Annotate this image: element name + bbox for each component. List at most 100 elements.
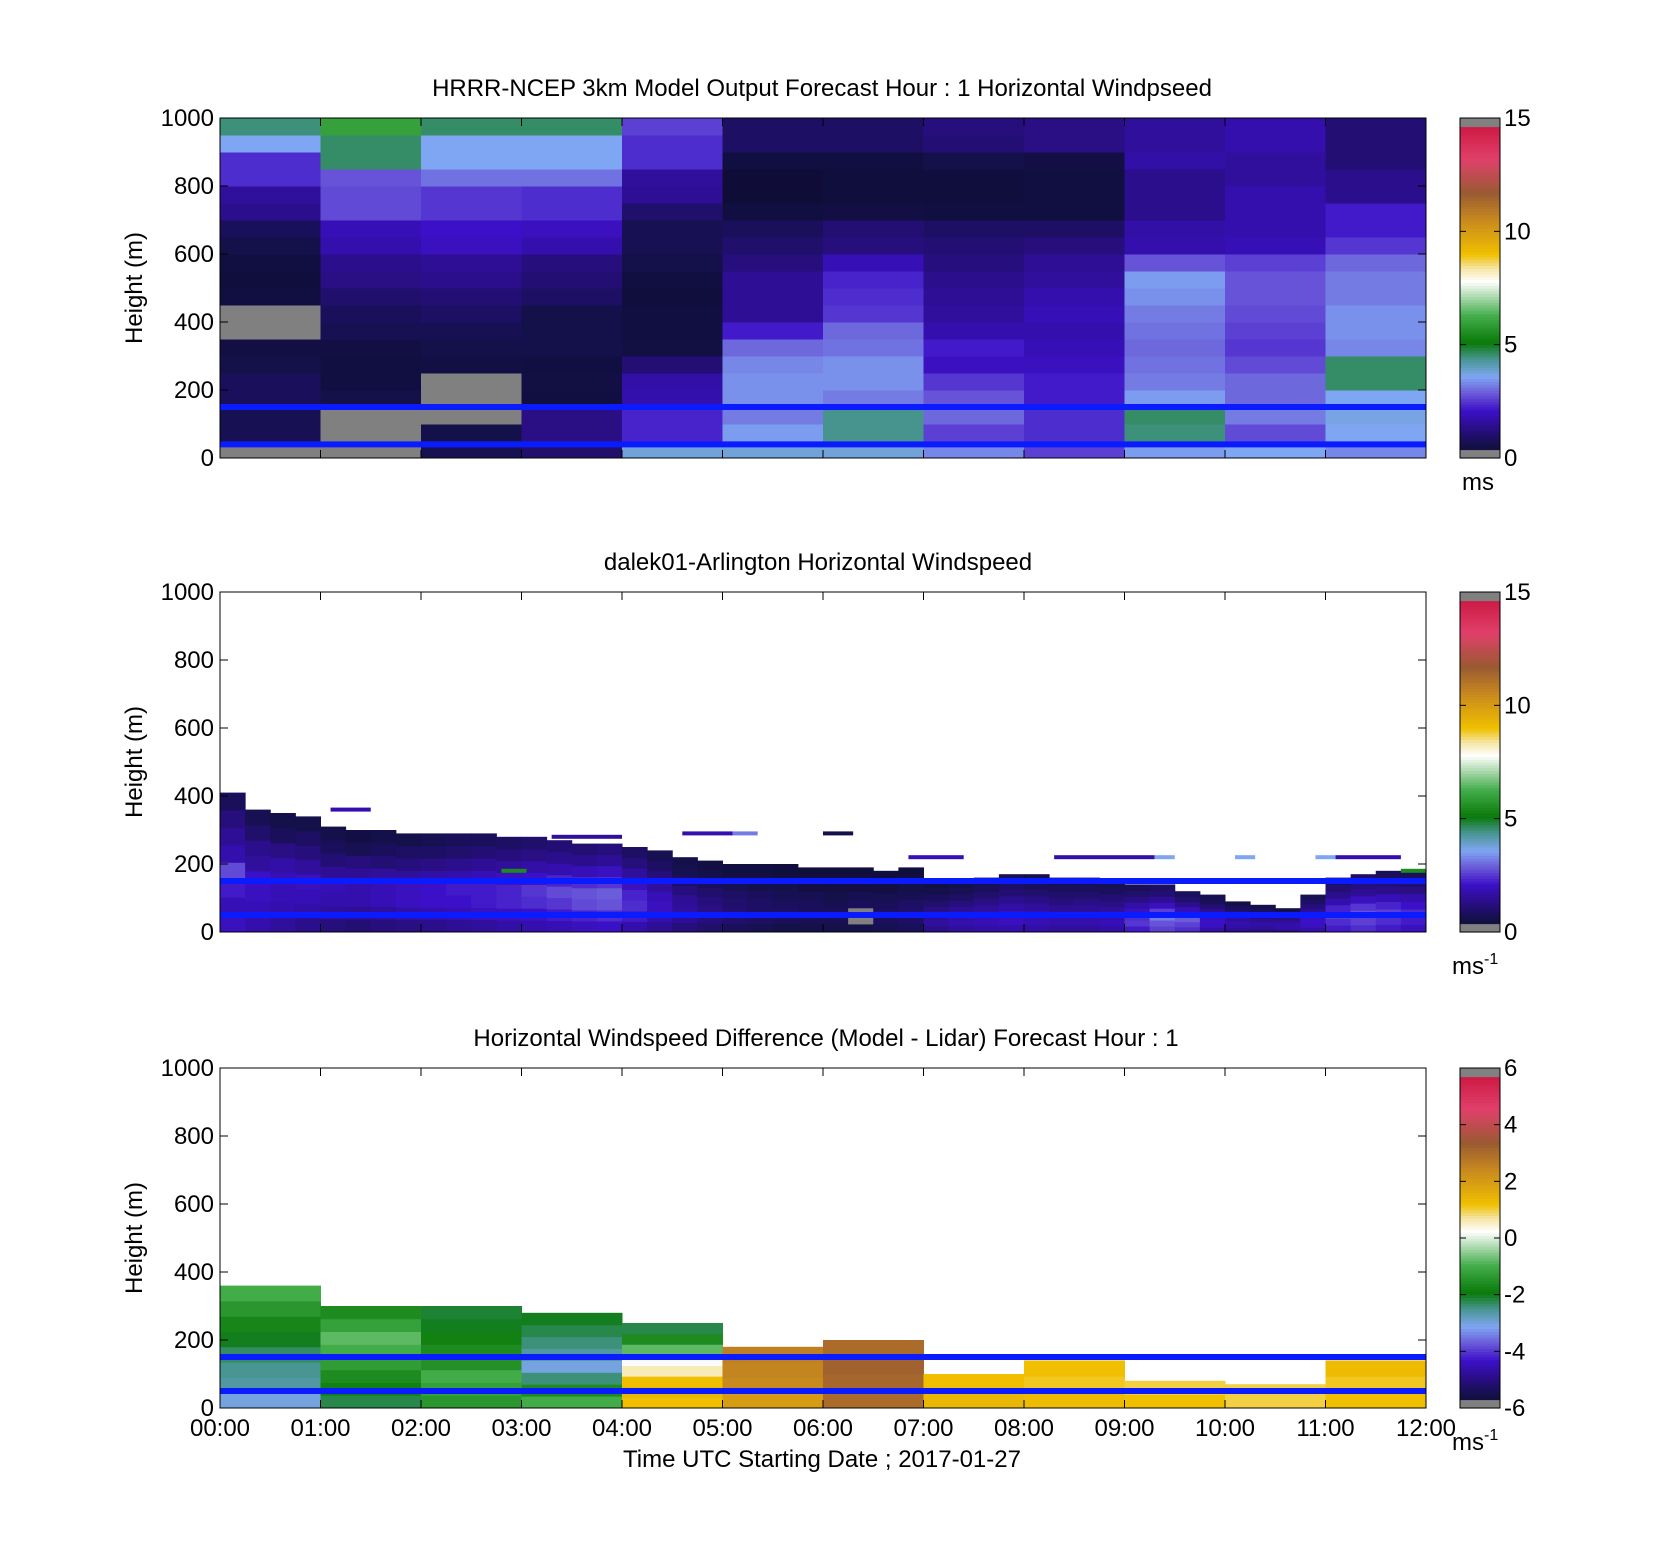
colorbar-segment	[1460, 662, 1500, 667]
colorbar-segment	[1460, 776, 1500, 780]
heatmap-cell	[370, 830, 397, 844]
heatmap-cell	[1325, 898, 1352, 906]
heatmap-cell	[622, 237, 723, 255]
heatmap-segment	[682, 831, 733, 836]
heatmap-cell	[998, 924, 1025, 933]
heatmap-cell	[546, 897, 573, 910]
heatmap-cell	[823, 407, 924, 425]
x-ticks	[219, 118, 1427, 458]
heatmap-cell	[923, 203, 1025, 221]
x-ticks: 00:00 01:00 02:00 03:00 04:00 05:00 06:00 07:00…	[190, 1068, 1456, 1442]
heatmap-cell	[898, 923, 924, 933]
heatmap-cell	[923, 254, 1025, 272]
heatmap-cell	[395, 895, 422, 908]
colorbar-segment	[1460, 132, 1500, 136]
colorbar-segment	[1460, 276, 1500, 281]
colorbar-tick-label: 10	[1504, 218, 1531, 245]
heatmap-cell	[1024, 881, 1050, 890]
colorbar-segment	[1460, 1303, 1500, 1307]
heatmap-cell	[571, 843, 598, 856]
colorbar-segment	[1460, 1144, 1500, 1148]
colorbar-segment	[1460, 174, 1500, 179]
heatmap-cell	[722, 1362, 824, 1378]
heatmap-cell	[622, 1333, 723, 1345]
colorbar-segment	[1460, 1121, 1500, 1126]
colorbar-tick-label: -2	[1504, 1282, 1525, 1309]
heatmap-cell	[1350, 895, 1377, 904]
colorbar-segment	[1460, 603, 1500, 607]
colorbar-segment	[1460, 1076, 1500, 1080]
heatmap-cell	[270, 857, 296, 873]
heatmap-cell	[1225, 424, 1326, 442]
heatmap-cell	[245, 840, 271, 856]
x-tick-label: 04:00	[592, 1415, 652, 1442]
colorbar: 0 5 10 15	[1459, 579, 1531, 946]
heatmap-cell	[421, 390, 522, 408]
colorbar-segment	[1460, 211, 1500, 215]
colorbar-segment	[1460, 1382, 1500, 1386]
heatmap-cell	[1400, 886, 1427, 895]
heatmap-cell	[747, 872, 774, 882]
heatmap-cell	[521, 135, 623, 153]
heatmap-cell	[471, 919, 497, 933]
colorbar-segment	[1460, 1274, 1500, 1279]
heatmap-cell	[1325, 424, 1427, 442]
colorbar-segment	[1460, 288, 1500, 292]
y-tick-label: 200	[174, 1327, 214, 1354]
heatmap-cell	[471, 895, 497, 908]
heatmap-cell	[797, 915, 824, 925]
heatmap-cell	[823, 1340, 924, 1358]
colorbar-segment	[1460, 895, 1500, 899]
heatmap-cell	[772, 872, 799, 882]
heatmap-cell	[622, 305, 723, 323]
heatmap-cell	[873, 893, 899, 902]
y-tick-label: 0	[201, 445, 214, 472]
colorbar-segment	[1460, 438, 1500, 442]
heatmap-cell	[1124, 890, 1151, 897]
colorbar-segment	[1460, 285, 1500, 289]
heatmap-cell	[823, 390, 924, 408]
heatmap-cell	[446, 845, 472, 859]
colorbar-segment	[1460, 1269, 1500, 1273]
heatmap-cell	[345, 830, 372, 844]
heatmap-cell	[471, 858, 497, 871]
heatmap-cell	[320, 118, 422, 136]
colorbar-segment	[1460, 651, 1500, 655]
heatmap-cell	[1124, 908, 1151, 915]
y-tick-label: 0	[201, 1395, 214, 1422]
colorbar-segment	[1460, 745, 1500, 749]
colorbar-segment	[1460, 614, 1500, 619]
heatmap-cell	[521, 1360, 623, 1373]
heatmap-cell	[823, 118, 924, 136]
colorbar-segment	[1460, 838, 1500, 842]
y-tick-label: 1000	[161, 105, 214, 132]
colorbar-segment	[1460, 361, 1500, 366]
colorbar-segment	[1460, 1388, 1500, 1392]
colorbar-tick-label: 0	[1504, 445, 1517, 472]
colorbar-segment	[1460, 350, 1500, 354]
heatmap-cell	[1124, 884, 1151, 891]
heatmap-cell	[521, 920, 548, 933]
heatmap-cell	[948, 919, 975, 927]
heatmap-cell	[521, 203, 623, 221]
colorbar-segment	[1460, 254, 1500, 258]
heatmap-cell	[1174, 926, 1201, 933]
heatmap-cell	[823, 322, 924, 340]
heatmap-cell	[622, 356, 723, 374]
colorbar-segment	[1460, 815, 1500, 820]
colorbar-segment	[1460, 455, 1500, 459]
heatmap-cell	[898, 899, 924, 909]
colorbar-segment	[1460, 1334, 1500, 1338]
heatmap-cell	[320, 186, 422, 204]
heatmap-cell	[622, 1323, 723, 1335]
heatmap-cell	[1225, 237, 1326, 255]
y-ticks: 0 200 400 600 800 1000	[161, 1055, 1426, 1422]
heatmap-cell	[421, 882, 447, 896]
heatmap-cell	[1325, 220, 1427, 238]
colorbar-segment	[1460, 1306, 1500, 1310]
heatmap-cell	[1325, 1392, 1427, 1409]
heatmap-cell	[873, 870, 899, 879]
heatmap-cell	[1300, 927, 1326, 933]
heatmap-cell	[471, 845, 497, 859]
colorbar-frame	[1459, 117, 1501, 459]
